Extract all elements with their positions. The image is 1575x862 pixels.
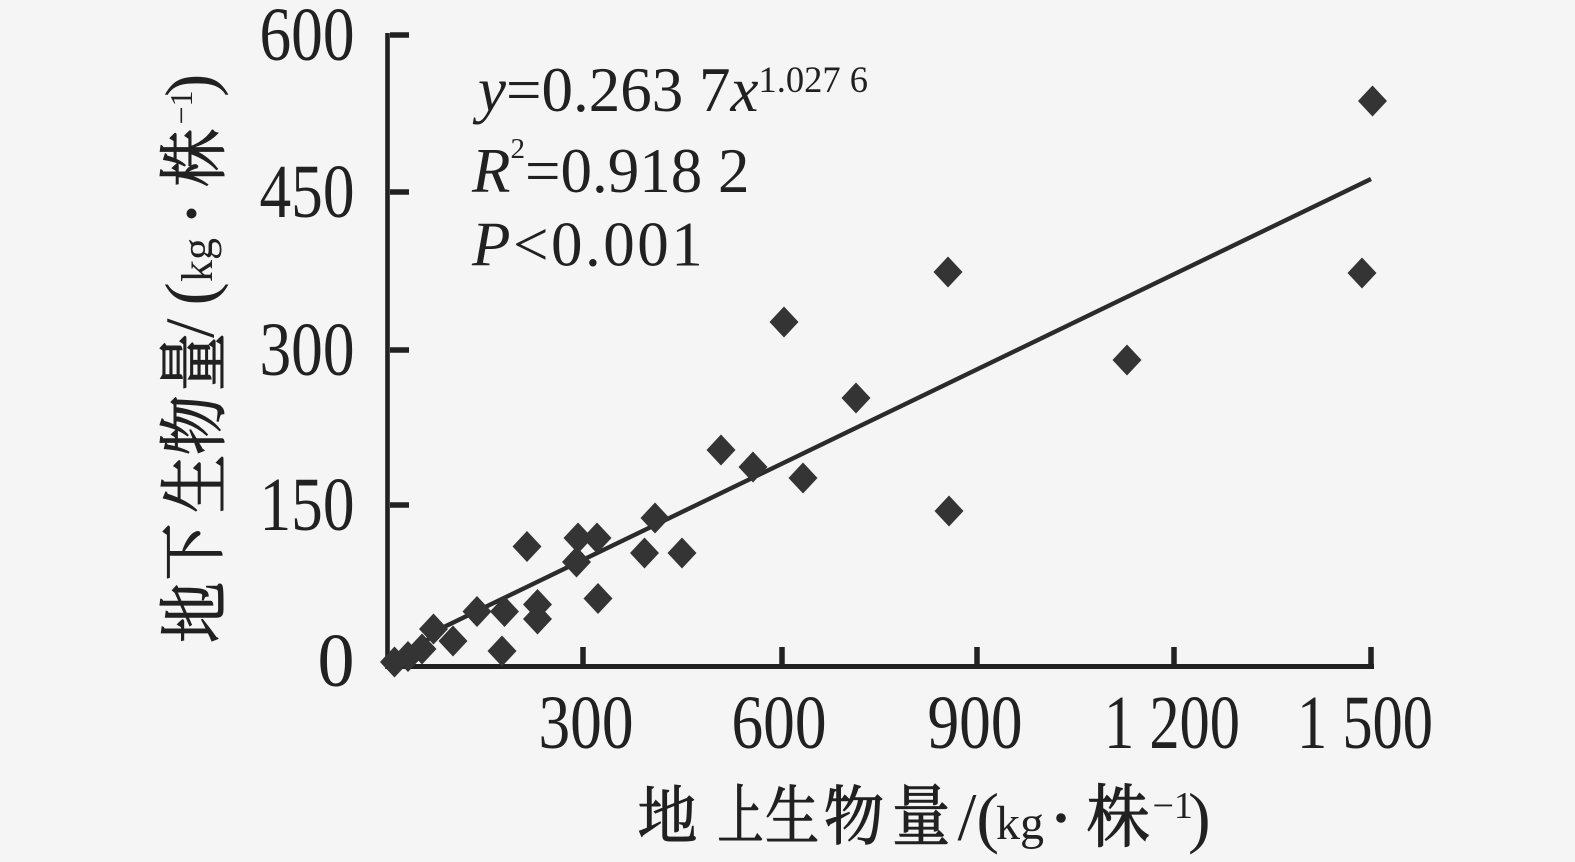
svg-text:−1: −1: [163, 90, 199, 124]
svg-text:600: 600: [260, 0, 355, 77]
svg-text:0: 0: [318, 619, 355, 703]
svg-text:150: 150: [260, 463, 355, 547]
svg-text:1 500: 1 500: [1297, 681, 1433, 765]
svg-text:): ): [1188, 779, 1211, 855]
svg-text:1 200: 1 200: [1104, 681, 1240, 765]
svg-text:450: 450: [260, 150, 355, 234]
svg-text:kg: kg: [173, 238, 222, 282]
svg-text:R2=0.918 2: R2=0.918 2: [471, 133, 750, 206]
svg-text:kg: kg: [996, 797, 1044, 850]
svg-text:P<0.001: P<0.001: [471, 210, 705, 280]
svg-text:300: 300: [539, 681, 634, 765]
svg-text:): ): [153, 74, 230, 97]
svg-text:600: 600: [732, 681, 827, 765]
svg-text:/(: /(: [153, 269, 230, 338]
svg-text:300: 300: [260, 308, 355, 392]
svg-text:/(: /(: [958, 779, 1000, 855]
svg-text:900: 900: [928, 681, 1023, 765]
svg-text:y=0.263 7x1.027 6: y=0.263 7x1.027 6: [472, 55, 868, 125]
svg-text:−1: −1: [1153, 785, 1193, 827]
